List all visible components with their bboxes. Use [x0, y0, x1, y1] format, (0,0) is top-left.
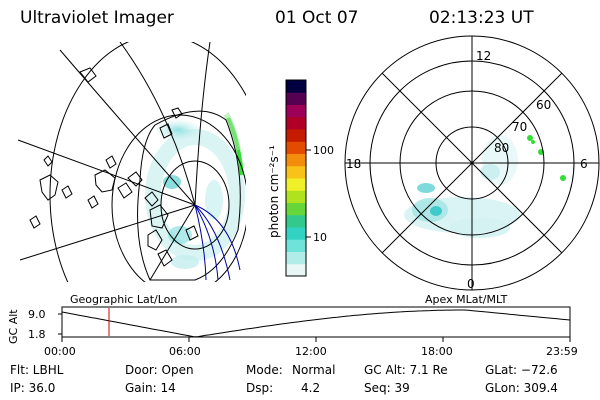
apex-mlat-mlt-label: Apex MLat/MLT [425, 293, 508, 306]
colorbar-cell [286, 263, 306, 277]
colorbar-cell [286, 92, 306, 105]
alt-ylabel: GC Alt [7, 309, 20, 344]
instrument-title: Ultraviolet Imager [20, 8, 174, 28]
status-mode-value: Normal [292, 363, 336, 377]
alt-xtick-2359: 23:59 [546, 345, 578, 358]
status-mode-label: Mode: [246, 363, 283, 377]
colorbar-cell [286, 165, 306, 179]
status-dsp-label: Dsp: [246, 381, 274, 395]
mlt-label-6: 6 [580, 157, 588, 171]
geo-meridians [17, 42, 211, 281]
alt-xtick-1200: 12:00 [295, 345, 327, 358]
colorbar-cell [286, 80, 306, 93]
mlat-label-80: 80 [494, 141, 509, 155]
colorbar-cell [286, 190, 306, 203]
colorbar-cell [286, 178, 306, 191]
alt-xtick-0600: 06:00 [169, 345, 201, 358]
apex-polar-plot: 12 0 18 6 80 70 60 [344, 35, 600, 291]
magnetic-lines [194, 204, 241, 281]
colorbar-cells [286, 80, 306, 277]
colorbar-cell [286, 141, 306, 154]
altitude-plot: Geographic Lat/Lon Apex MLat/MLT 9.0 1.8… [7, 293, 578, 358]
alt-ytick-1.8: 1.8 [28, 328, 46, 341]
colorbar-tick-100: 100 [313, 144, 334, 157]
time-label: 02:13:23 UT [429, 8, 534, 28]
alt-xtick-0000: 00:00 [44, 345, 76, 358]
image-boundary [137, 110, 241, 281]
colorbar-unit-label: photon cm⁻²s⁻¹ [267, 145, 281, 238]
status-dsp-value: 4.2 [301, 381, 321, 395]
status-glon: GLon: 309.4 [485, 381, 558, 395]
mlt-label-0: 0 [467, 277, 475, 291]
mlat-label-70: 70 [512, 120, 527, 134]
colorbar-tick-10: 10 [313, 231, 327, 244]
altitude-plot-frame [61, 306, 571, 338]
altitude-curve [61, 309, 571, 338]
colorbar-cell [286, 251, 306, 265]
mlt-label-18: 18 [346, 157, 361, 171]
colorbar-cell [286, 116, 306, 130]
status-gc-alt: GC Alt: 7.1 Re [364, 363, 448, 377]
coastlines [29, 67, 199, 267]
colorbar-cell [286, 227, 306, 240]
colorbar: 100 10 photon cm⁻²s⁻¹ [267, 79, 334, 277]
alt-ytick-9: 9.0 [28, 308, 46, 321]
alt-xtick-1800: 18:00 [421, 345, 453, 358]
date-label: 01 Oct 07 [275, 8, 359, 28]
colorbar-cell [286, 239, 306, 252]
mlat-label-60: 60 [536, 98, 551, 112]
alt-xtick-marks [61, 337, 571, 342]
mlt-label-12: 12 [476, 49, 491, 63]
status-gain: Gain: 14 [125, 381, 176, 395]
status-seq: Seq: 39 [364, 381, 410, 395]
status-door: Door: Open [125, 363, 194, 377]
left-aurora [145, 112, 245, 269]
colorbar-cell [286, 214, 306, 228]
geographic-map [17, 42, 246, 282]
status-ip: IP: 36.0 [10, 381, 56, 395]
status-filter: Flt: LBHL [10, 363, 64, 377]
colorbar-cell [286, 104, 306, 118]
geo-lat-lon-label: Geographic Lat/Lon [70, 293, 177, 306]
status-glat: GLat: −72.6 [485, 363, 558, 377]
colorbar-cell [286, 202, 306, 216]
colorbar-cell [286, 153, 306, 167]
colorbar-cell [286, 129, 306, 142]
